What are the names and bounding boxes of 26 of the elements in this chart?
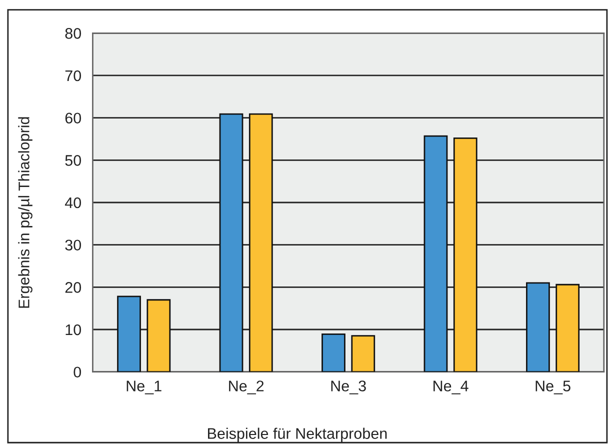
y-tick-label: 0: [74, 366, 82, 378]
y-tick-label: 50: [65, 155, 82, 166]
y-tick-label: 20: [65, 282, 82, 293]
y-axis-title: Ergebnis in pg/µl Thiacloprid: [18, 117, 32, 308]
x-tick-label: Ne_1: [126, 380, 162, 394]
x-tick-label: Ne_5: [536, 380, 570, 394]
bar: [526, 282, 550, 372]
x-tick-label: Ne_4: [434, 380, 468, 394]
y-tick-label: 10: [66, 324, 82, 336]
y-tick-label: 40: [64, 197, 82, 208]
y-tick-label: 30: [65, 240, 82, 251]
x-tick-label: Ne_2: [229, 380, 264, 394]
bar: [556, 284, 580, 372]
bar: [219, 113, 244, 372]
x-axis-title: Beispiele für Nektarproben: [208, 428, 387, 442]
bar: [117, 296, 141, 372]
bar: [351, 335, 376, 372]
x-tick-label: Ne_3: [331, 380, 366, 394]
y-tick-label: 60: [65, 112, 82, 124]
bar: [248, 113, 273, 372]
y-tick-label: 70: [65, 70, 82, 82]
bar: [322, 333, 346, 372]
bar: [424, 135, 448, 372]
y-tick-label: 80: [65, 28, 82, 39]
bar: [453, 137, 478, 372]
bar: [146, 299, 171, 372]
